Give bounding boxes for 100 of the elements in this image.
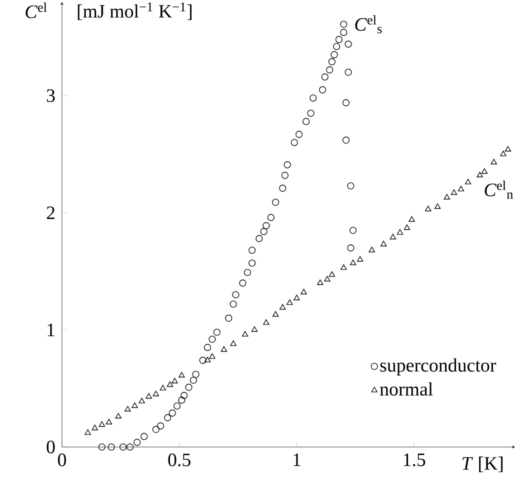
point: [230, 300, 237, 308]
point: [350, 260, 356, 266]
point: [425, 206, 432, 212]
point: [272, 198, 280, 206]
point: [434, 203, 441, 209]
point: [317, 280, 324, 285]
point: [242, 331, 248, 337]
point: [342, 99, 350, 106]
point: [204, 356, 211, 362]
point: [178, 396, 186, 404]
point: [146, 393, 152, 399]
point: [263, 319, 270, 325]
x-tick-label: 0.5: [168, 454, 190, 466]
point: [504, 146, 512, 152]
legend-label: normal: [380, 382, 433, 396]
point: [324, 276, 330, 282]
point: [180, 392, 188, 400]
point: [380, 240, 387, 246]
point: [319, 86, 326, 94]
point: [124, 406, 131, 412]
point: [300, 288, 307, 294]
point: [340, 264, 347, 270]
point: [232, 291, 240, 298]
point: [126, 443, 134, 451]
point: [239, 280, 246, 287]
point: [404, 224, 410, 230]
point: [267, 214, 274, 222]
point: [199, 356, 206, 364]
point: [260, 228, 268, 236]
point: [396, 229, 404, 235]
point: [256, 235, 263, 242]
point: [356, 256, 364, 262]
point: [134, 438, 141, 446]
point: [444, 194, 450, 200]
point: [344, 40, 352, 48]
point: [108, 443, 115, 451]
point: [262, 222, 270, 230]
point: [98, 421, 106, 427]
annotation: C$^{el}$s: [355, 15, 382, 34]
point: [286, 299, 293, 305]
point: [190, 376, 197, 384]
y-tick-label: 3: [46, 89, 55, 102]
point: [98, 443, 106, 451]
point: [326, 66, 334, 74]
annotation: C$^{el}$n: [484, 180, 513, 199]
point: [350, 226, 357, 234]
point: [328, 271, 336, 277]
point: [279, 184, 286, 192]
point: [335, 36, 343, 44]
point: [140, 432, 148, 440]
point: [281, 172, 289, 179]
point: [244, 268, 251, 276]
point: [152, 390, 159, 396]
point: [251, 326, 258, 332]
point: [347, 244, 354, 252]
point: [119, 443, 127, 451]
point: [220, 346, 228, 352]
point: [272, 311, 279, 317]
point: [248, 260, 256, 267]
y-tick-label: 1: [48, 324, 54, 336]
point: [138, 398, 145, 404]
point: [84, 429, 91, 435]
point: [208, 336, 216, 343]
point: [192, 370, 200, 378]
point: [173, 402, 181, 410]
point: [464, 178, 472, 184]
point: [204, 344, 212, 351]
point: [152, 426, 160, 433]
point: [302, 118, 310, 125]
point: [368, 246, 375, 252]
point: [209, 353, 216, 359]
point: [115, 413, 122, 418]
point: [248, 246, 256, 254]
point: [132, 402, 138, 408]
y-tick-label: 2: [46, 206, 54, 220]
point: [230, 340, 236, 346]
point: [290, 138, 298, 146]
point: [342, 136, 350, 144]
point: [225, 314, 232, 322]
point: [490, 158, 497, 164]
point: [284, 161, 291, 168]
point: [333, 42, 340, 50]
point: [172, 378, 178, 384]
point: [458, 186, 464, 192]
x-tick-label: 1: [294, 454, 300, 466]
point: [390, 234, 396, 240]
point: [92, 424, 98, 430]
point: [160, 384, 166, 390]
point: [178, 372, 185, 378]
point: [344, 68, 352, 76]
y-axis-title: C$^{el}$: [26, 2, 47, 18]
point: [328, 58, 336, 66]
point: [157, 422, 164, 430]
point: [296, 130, 303, 138]
x-tick-label: 0: [58, 454, 66, 466]
point: [481, 168, 488, 174]
point: [280, 304, 286, 310]
point: [500, 150, 506, 156]
legend-label: superconductor: [380, 358, 496, 376]
point: [347, 182, 354, 190]
